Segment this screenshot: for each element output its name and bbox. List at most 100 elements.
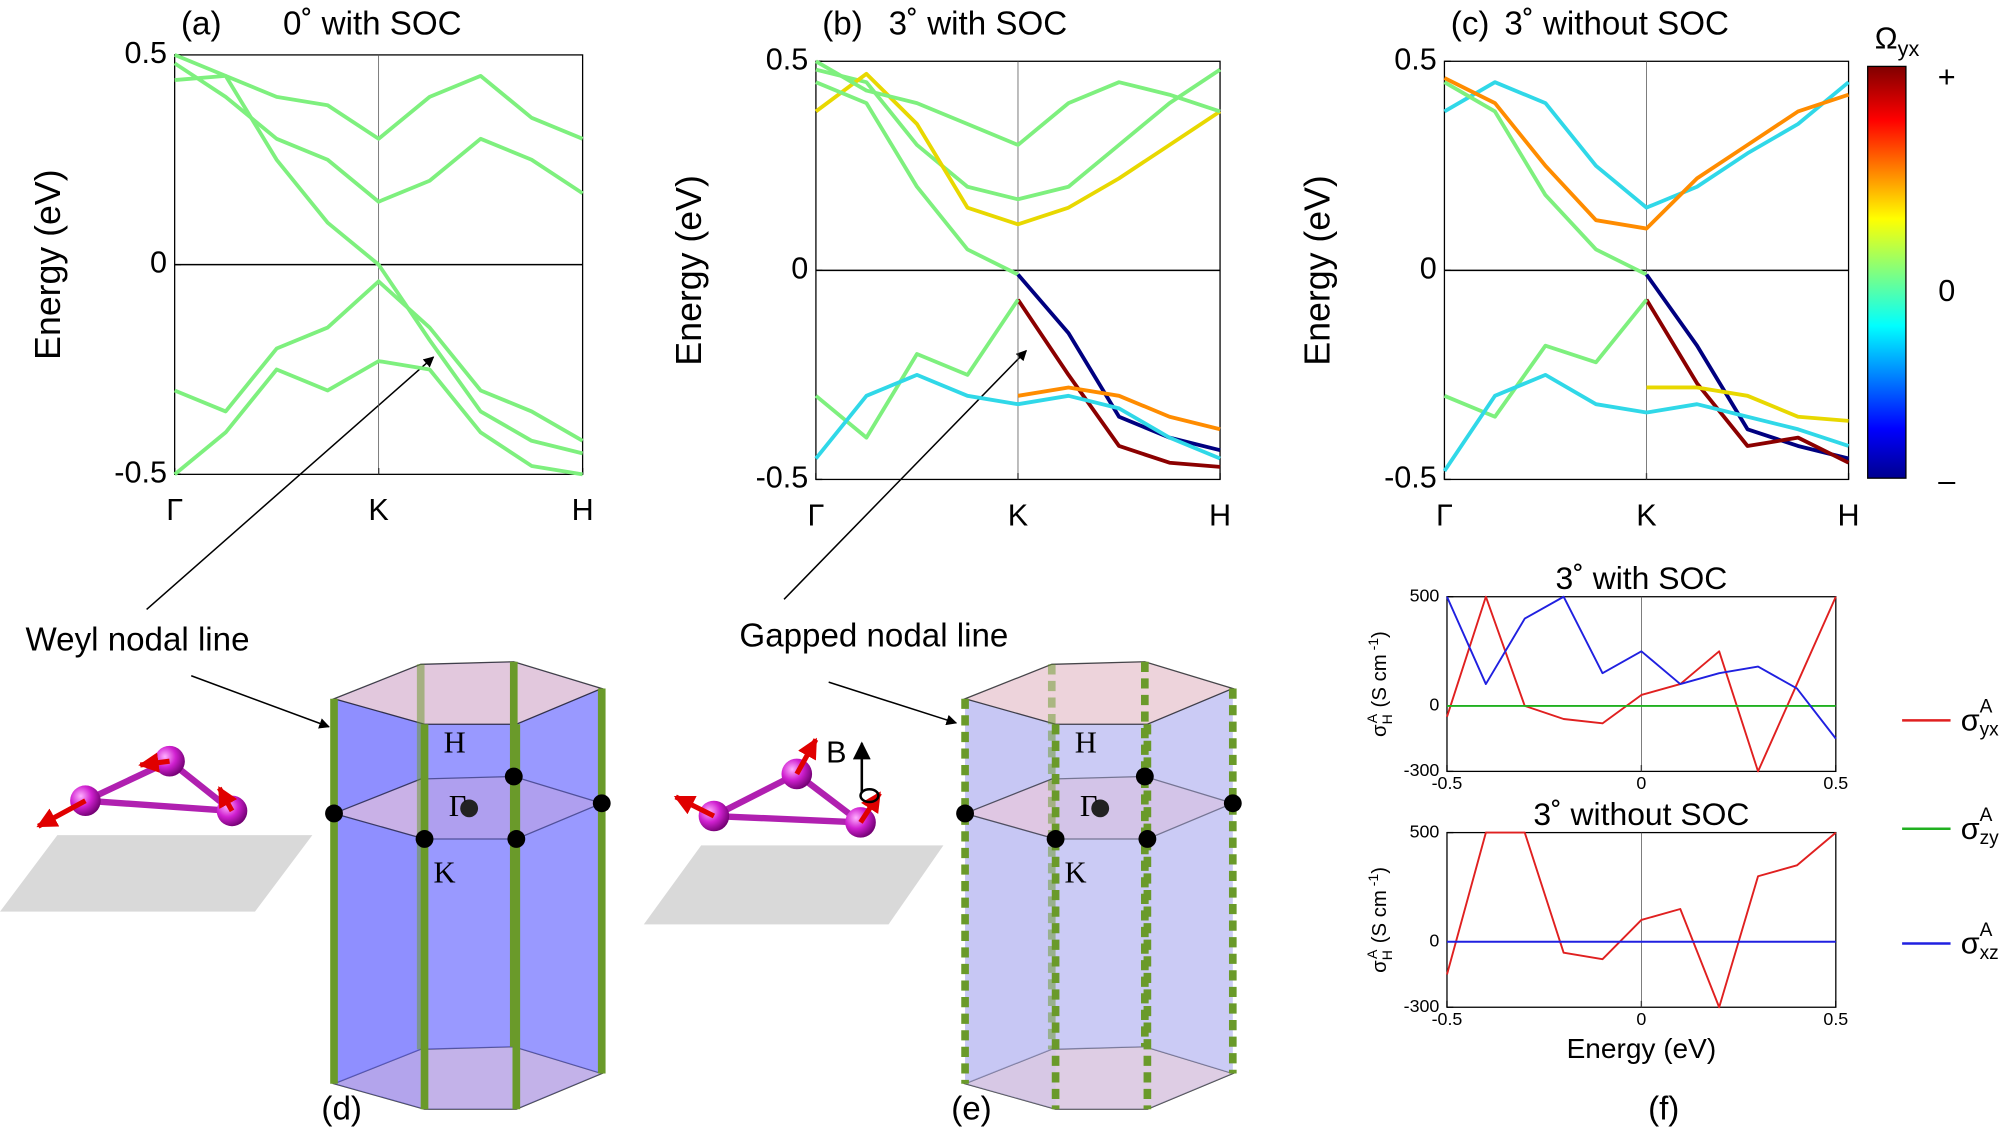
text-part: (S cm xyxy=(1369,890,1391,943)
band-line xyxy=(173,359,583,477)
prism-face xyxy=(424,724,517,1110)
field-label: B xyxy=(826,735,846,769)
text-part: yx xyxy=(1980,720,1999,741)
text-part: σ xyxy=(1369,724,1391,737)
text-part: H xyxy=(1379,714,1395,724)
x-tick-label: H xyxy=(572,493,594,527)
y-tick-label: 0 xyxy=(150,246,167,280)
band-line xyxy=(1017,385,1221,432)
band-line xyxy=(1446,595,1837,740)
band-line xyxy=(1446,831,1837,1009)
prism-face xyxy=(334,698,425,1110)
point-label: Γ xyxy=(1080,789,1098,823)
callout-arrow xyxy=(783,349,1028,600)
text-part: -1 xyxy=(1365,874,1381,887)
y-tick-label: 0 xyxy=(1420,251,1437,285)
band-line xyxy=(1644,298,1850,465)
x-tick-label: 0 xyxy=(1636,1009,1646,1029)
text-part: A xyxy=(1980,697,1993,718)
y-tick-label: 0 xyxy=(791,251,808,285)
x-tick-label: K xyxy=(1636,498,1657,532)
band-line xyxy=(815,67,1222,202)
panel-label: (e) xyxy=(951,1090,991,1127)
prism-face xyxy=(1144,661,1233,1074)
panel-label: (f) xyxy=(1648,1090,1679,1127)
bond xyxy=(85,797,233,815)
k-point xyxy=(325,804,343,823)
y-axis-label: σHA (S cm -1) xyxy=(1364,631,1395,737)
colorbar-tick: + xyxy=(1938,60,1956,94)
y-tick-label: 500 xyxy=(1410,585,1440,605)
chart-title: 3˚ with SOC xyxy=(1556,560,1728,596)
x-tick-label: Γ xyxy=(1436,498,1453,532)
colorbar-tick: 0 xyxy=(1938,274,1955,308)
band-line xyxy=(1443,298,1648,419)
k-point xyxy=(504,767,523,786)
k-point xyxy=(415,830,434,848)
spin-arrow xyxy=(673,794,716,819)
x-tick-label: H xyxy=(1838,498,1860,532)
band-line xyxy=(1443,80,1648,277)
y-tick-label: 0 xyxy=(1429,695,1439,715)
caption: Gapped nodal line xyxy=(739,617,1008,654)
point-label: H xyxy=(1075,725,1097,759)
point-label: H xyxy=(444,725,466,759)
band-line xyxy=(814,298,1020,440)
band-line xyxy=(814,59,1221,147)
band-line xyxy=(815,80,1019,277)
x-tick-label: H xyxy=(1209,498,1231,532)
text-part: σ xyxy=(1961,812,1980,846)
k-point xyxy=(592,794,611,813)
band-line xyxy=(173,53,584,141)
text-part: ) xyxy=(1369,631,1391,638)
band-line xyxy=(814,71,1222,227)
colorbar xyxy=(1867,65,1907,479)
band-line xyxy=(1016,273,1221,453)
plane xyxy=(0,835,313,912)
k-point xyxy=(1135,767,1154,786)
band-line xyxy=(1442,372,1850,473)
chart-title: 0˚ with SOC xyxy=(283,6,462,43)
y-axis-label: Energy (eV) xyxy=(28,169,68,359)
y-tick-label: -300 xyxy=(1404,760,1440,780)
k-point xyxy=(1138,830,1157,848)
chart-title: 3˚ without SOC xyxy=(1504,6,1729,43)
spin-arrow xyxy=(36,798,87,829)
text-part: σ xyxy=(1961,704,1980,738)
text-part: A xyxy=(1364,949,1380,959)
bond xyxy=(712,771,799,819)
chart-title: 3˚ with SOC xyxy=(889,6,1068,43)
text-part: A xyxy=(1980,805,1993,826)
gamma-point xyxy=(1091,799,1110,818)
panel-label: (b) xyxy=(822,6,862,43)
y-axis-label: σHA (S cm -1) xyxy=(1364,867,1395,973)
prism-face xyxy=(965,698,1056,1110)
band-line xyxy=(174,73,584,456)
text-part: ) xyxy=(1369,867,1391,874)
point-label: Γ xyxy=(449,789,467,823)
spin-arrow xyxy=(794,737,819,776)
k-point xyxy=(1046,830,1065,848)
legend-label: σA xz xyxy=(1961,920,1999,964)
x-tick-label: 0.5 xyxy=(1823,1009,1848,1029)
y-axis-label: Energy (eV) xyxy=(1298,175,1338,365)
band-line xyxy=(173,61,584,204)
k-point xyxy=(1223,794,1242,813)
x-tick-label: K xyxy=(1008,498,1029,532)
band-line xyxy=(1443,80,1850,210)
bond xyxy=(713,812,861,826)
x-tick-label: 0 xyxy=(1636,773,1646,793)
text-part: σ xyxy=(1369,960,1391,973)
y-tick-label: 0 xyxy=(1429,930,1439,950)
band-line xyxy=(173,279,584,443)
legend-label: σA yx xyxy=(1961,697,1999,741)
y-tick-label: -300 xyxy=(1404,996,1440,1016)
y-tick-label: -0.5 xyxy=(1384,461,1437,495)
x-tick-label: -0.5 xyxy=(1432,773,1463,793)
text-part: A xyxy=(1980,920,1993,941)
colorbar-label: Ωyx xyxy=(1875,22,1920,62)
prism-face xyxy=(420,661,514,1050)
